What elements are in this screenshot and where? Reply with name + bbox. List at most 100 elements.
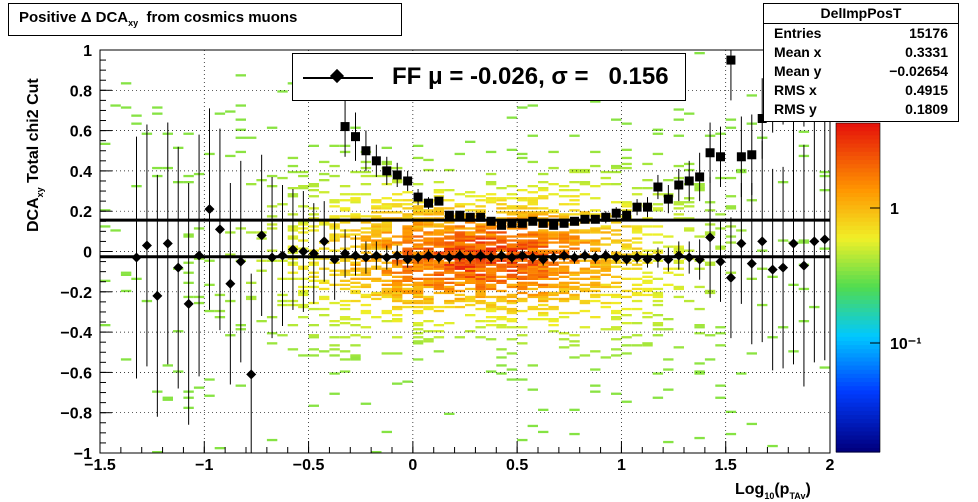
- heatmap-bin: [360, 311, 372, 315]
- mean-point: [204, 204, 215, 215]
- heatmap-bin: [444, 305, 455, 309]
- heatmap-bin: [412, 324, 424, 327]
- heatmap-bin: [506, 249, 518, 252]
- heatmap-bin: [444, 412, 455, 415]
- heatmap-bin: [350, 291, 361, 295]
- heatmap-bin: [558, 269, 570, 272]
- heatmap-bin: [485, 269, 497, 272]
- mean-point: [235, 256, 246, 267]
- heatmap-bin: [506, 235, 518, 238]
- heatmap-bin: [631, 344, 643, 347]
- colorbar-band: [836, 143, 880, 149]
- heatmap-bin: [684, 217, 695, 220]
- mean-point: [569, 252, 580, 263]
- heatmap-bin: [319, 281, 330, 284]
- mean-point: [694, 254, 705, 265]
- heatmap-bin: [423, 265, 434, 268]
- heatmap-bin: [381, 320, 392, 323]
- heatmap-bin: [423, 273, 434, 276]
- heatmap-bin: [569, 203, 580, 206]
- heatmap-bin: [538, 213, 549, 216]
- sigma-point: [570, 216, 579, 226]
- heatmap-bin: [694, 362, 705, 365]
- heatmap-bin: [381, 217, 392, 220]
- legend-box: FF μ = -0.026, σ = 0.156: [292, 53, 686, 101]
- sigma-point: [361, 146, 371, 156]
- heatmap-bin: [412, 243, 424, 246]
- heatmap-bin: [517, 269, 528, 272]
- heatmap-bin: [736, 372, 747, 375]
- heatmap-bin: [465, 297, 476, 301]
- heatmap-bin: [371, 297, 382, 301]
- heatmap-bin: [162, 364, 173, 367]
- heatmap-bin: [527, 273, 538, 276]
- heatmap-bin: [527, 305, 538, 309]
- heatmap-bin: [433, 324, 445, 327]
- heatmap-bin: [611, 285, 622, 289]
- heatmap-bin: [392, 314, 403, 317]
- heatmap-bin: [392, 217, 403, 220]
- heatmap-bin: [600, 273, 611, 276]
- heatmap-bin: [569, 432, 580, 436]
- heatmap-bin: [652, 372, 664, 375]
- heatmap-bin: [548, 183, 559, 186]
- stats-box: DelImpPosT Entries 15176 Mean x 0.3331 Mea…: [763, 3, 959, 122]
- heatmap-bin: [496, 237, 507, 240]
- heatmap-bin: [475, 245, 486, 248]
- heatmap-bin: [475, 299, 486, 303]
- heatmap-bin: [454, 231, 465, 234]
- heatmap-bin: [558, 291, 570, 295]
- axes: −1.5 −1 −0.5 0 0.5 1 1.5 2−1−0.8−0.6−0.4−0.200.…: [60, 43, 834, 474]
- heatmap-bin: [506, 295, 518, 299]
- heatmap-bin: [621, 295, 632, 299]
- y-tick-label: 0: [83, 245, 92, 262]
- heatmap-bin: [319, 295, 330, 299]
- heatmap-bin: [579, 183, 591, 186]
- heatmap-bin: [548, 150, 559, 154]
- heatmap-bin: [475, 223, 486, 226]
- heatmap-bin: [371, 199, 382, 202]
- heatmap-bin: [454, 243, 465, 246]
- heatmap-bin: [611, 354, 622, 357]
- heatmap-bin: [433, 233, 445, 236]
- heatmap-bin: [538, 207, 549, 210]
- heatmap-bin: [673, 118, 684, 121]
- heatmap-bin: [433, 285, 445, 289]
- heatmap-bin: [673, 287, 684, 291]
- heatmap-bin: [684, 229, 695, 232]
- heatmap-bin: [412, 291, 424, 295]
- heatmap-bin: [558, 267, 570, 270]
- heatmap-bin: [611, 281, 622, 284]
- heatmap-bin: [506, 293, 518, 297]
- heatmap-bin: [590, 384, 601, 387]
- heatmap-bin: [538, 243, 549, 246]
- heatmap-bin: [506, 217, 518, 220]
- heatmap-bin: [517, 378, 528, 381]
- heatmap-bin: [631, 299, 643, 303]
- mean-point: [319, 236, 330, 247]
- heatmap-bin: [517, 277, 528, 280]
- mean-point: [329, 254, 340, 265]
- heatmap-bin: [527, 249, 538, 252]
- heatmap-bin: [392, 320, 403, 323]
- heatmap-bin: [663, 328, 674, 331]
- heatmap-bin: [506, 185, 518, 188]
- heatmap-bin: [465, 263, 476, 266]
- heatmap-bin: [350, 201, 361, 204]
- heatmap-bin: [444, 289, 455, 293]
- heatmap-bin: [392, 293, 403, 297]
- heatmap-bin: [485, 295, 497, 299]
- mean-point: [486, 252, 497, 263]
- heatmap-bin: [642, 271, 653, 274]
- heatmap-bin: [319, 160, 330, 164]
- heatmap-bin: [569, 334, 580, 337]
- heatmap-bin: [412, 283, 424, 286]
- heatmap-bin: [402, 239, 413, 242]
- heatmap-bin: [381, 430, 392, 434]
- x-tick-label: −1.5: [84, 457, 116, 474]
- heatmap-bin: [392, 203, 403, 206]
- heatmap-bin: [548, 277, 559, 280]
- sigma-point: [497, 220, 506, 230]
- heatmap-bin: [527, 207, 538, 210]
- heatmap-bin: [475, 301, 486, 305]
